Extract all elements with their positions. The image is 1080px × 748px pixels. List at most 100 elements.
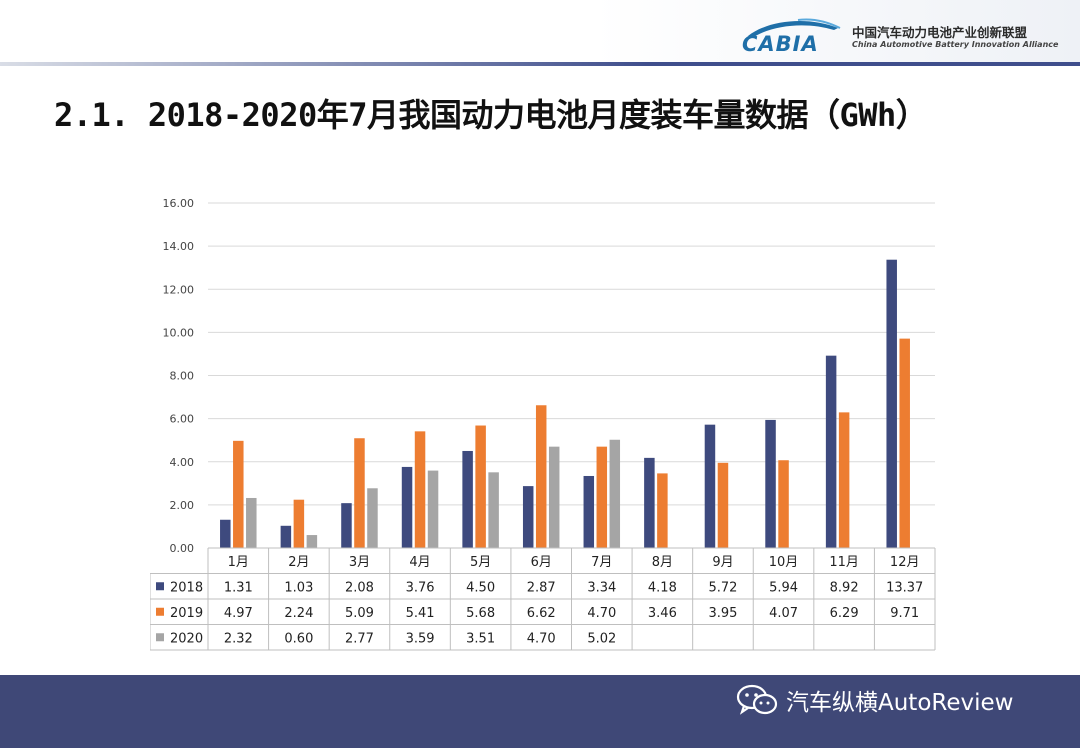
- bar-2018: [886, 259, 897, 548]
- data-label: 13.37: [886, 580, 923, 595]
- y-tick-label: 8.00: [170, 370, 195, 383]
- bar-2018: [704, 424, 716, 548]
- header-divider: [0, 62, 1080, 66]
- legend-swatch-2018: [156, 582, 164, 591]
- legend-label: 2019: [170, 606, 203, 621]
- x-tick-label: 10月: [769, 555, 799, 570]
- bar-2018: [462, 450, 473, 548]
- bar-2020: [548, 446, 560, 548]
- legend-swatch-2019: [156, 607, 164, 616]
- bar-2019: [354, 438, 365, 548]
- x-tick-label: 9月: [712, 555, 733, 570]
- header-band: [0, 0, 1080, 62]
- data-label: 5.68: [466, 606, 495, 621]
- bar-2019: [293, 499, 305, 548]
- data-label: 6.29: [830, 606, 859, 621]
- y-tick-label: 14.00: [163, 240, 195, 253]
- legend-label: 2020: [170, 631, 203, 646]
- data-label: 2.32: [224, 631, 253, 646]
- data-label: 4.70: [527, 631, 556, 646]
- bar-2018: [825, 355, 837, 548]
- bar-2018: [220, 519, 231, 548]
- bar-2018: [765, 419, 776, 548]
- x-tick-label: 7月: [591, 555, 612, 570]
- logo-wordmark: CABIA: [742, 32, 819, 56]
- data-label: 3.51: [466, 631, 495, 646]
- data-label: 5.72: [708, 580, 737, 595]
- data-label: 8.92: [830, 580, 859, 595]
- bar-2019: [717, 462, 729, 548]
- wechat-icon: [736, 684, 778, 715]
- data-label: 4.18: [648, 580, 677, 595]
- data-label: 3.59: [406, 631, 435, 646]
- org-name-en: China Automotive Battery Innovation Alli…: [852, 40, 1059, 49]
- x-tick-label: 3月: [349, 555, 370, 570]
- data-label: 4.50: [466, 580, 495, 595]
- y-tick-label: 6.00: [170, 413, 195, 426]
- data-label: 3.76: [406, 580, 435, 595]
- watermark: 汽车纵横AutoReview: [736, 682, 1013, 718]
- bar-2020: [246, 497, 257, 548]
- bar-2020: [488, 472, 499, 548]
- bar-2019: [233, 440, 244, 548]
- bar-chart: 0.00 2.00 4.00 6.00 8.00 10.00 12.00 14.00 16.00…: [149, 190, 950, 660]
- data-label: 1.03: [284, 580, 313, 595]
- bar-2018: [583, 475, 595, 548]
- data-label: 2.24: [284, 606, 313, 621]
- data-label: 2.87: [527, 580, 556, 595]
- bar-2019: [899, 338, 910, 548]
- bar-2019: [414, 431, 426, 548]
- bar-2019: [535, 405, 547, 548]
- bar-2020: [306, 535, 318, 548]
- bar-2019: [475, 425, 486, 548]
- bar-2018: [280, 525, 292, 548]
- data-label: 4.97: [224, 606, 253, 621]
- x-tick-label: 11月: [829, 555, 859, 570]
- x-tick-label: 5月: [470, 555, 491, 570]
- bar-2018: [341, 503, 352, 548]
- legend-label: 2018: [170, 580, 203, 595]
- data-label: 3.34: [587, 580, 616, 595]
- x-tick-label: 1月: [228, 555, 249, 570]
- x-tick-label: 2月: [288, 555, 309, 570]
- data-label: 2.77: [345, 631, 374, 646]
- data-label: 5.41: [406, 606, 435, 621]
- slide-title: 2.1. 2018-2020年7月我国动力电池月度装车量数据（GWh）: [54, 96, 928, 134]
- data-label: 2.08: [345, 580, 374, 595]
- x-tick-label: 6月: [531, 555, 552, 570]
- data-label: 4.70: [587, 606, 616, 621]
- x-tick-label: 4月: [409, 555, 430, 570]
- data-label: 1.31: [224, 580, 253, 595]
- y-tick-label: 12.00: [163, 283, 195, 296]
- bar-2020: [609, 439, 621, 548]
- data-label: 4.07: [769, 606, 798, 621]
- data-label: 0.60: [284, 631, 313, 646]
- bar-2019: [778, 460, 789, 548]
- bar-2020: [367, 488, 378, 548]
- bar-2020: [427, 470, 439, 548]
- data-label: 9.71: [890, 606, 919, 621]
- data-label: 6.62: [527, 606, 556, 621]
- y-tick-label: 10.00: [163, 326, 195, 339]
- car-swoosh-icon: [748, 18, 841, 38]
- y-tick-label: 2.00: [170, 499, 195, 512]
- org-name-cn: 中国汽车动力电池产业创新联盟: [852, 25, 1028, 40]
- data-label: 3.46: [648, 606, 677, 621]
- bar-2019: [657, 473, 668, 548]
- y-tick-label: 4.00: [170, 456, 195, 469]
- x-tick-label: 8月: [652, 555, 673, 570]
- y-tick-label: 0.00: [170, 542, 195, 555]
- legend-swatch-2020: [156, 633, 164, 642]
- bar-2019: [596, 446, 608, 548]
- cabia-logo: CABIA 中国汽车动力电池产业创新联盟 China Automotive Ba…: [738, 14, 1058, 56]
- x-tick-label: 12月: [890, 555, 920, 570]
- bar-2018: [401, 466, 413, 548]
- bar-2018: [522, 486, 534, 548]
- data-label: 5.09: [345, 606, 374, 621]
- data-label: 3.95: [708, 606, 737, 621]
- y-tick-label: 16.00: [163, 197, 195, 210]
- footer-band: [0, 675, 1080, 748]
- bar-2019: [838, 412, 850, 548]
- data-label: 5.02: [587, 631, 616, 646]
- watermark-text: 汽车纵横AutoReview: [786, 690, 1014, 716]
